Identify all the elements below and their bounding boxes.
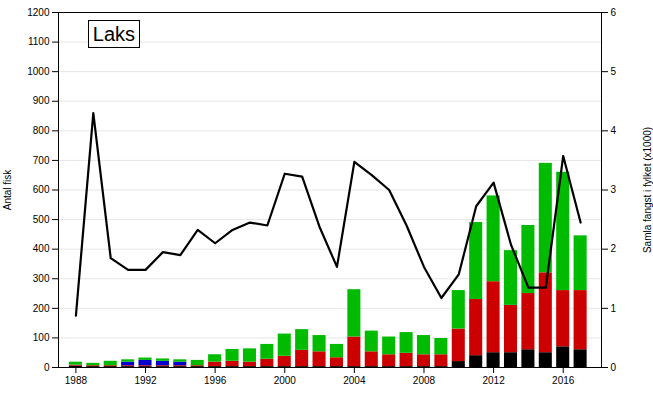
svg-text:200: 200 — [33, 303, 50, 314]
svg-text:500: 500 — [33, 214, 50, 225]
svg-text:Antal fisk: Antal fisk — [2, 169, 13, 211]
svg-text:2008: 2008 — [413, 375, 436, 386]
svg-text:0: 0 — [44, 362, 50, 373]
svg-text:1988: 1988 — [65, 375, 88, 386]
svg-text:700: 700 — [33, 155, 50, 166]
svg-text:4: 4 — [611, 125, 617, 136]
svg-text:1996: 1996 — [204, 375, 227, 386]
svg-text:Samla fangst i fylket (x1000): Samla fangst i fylket (x1000) — [642, 127, 653, 253]
svg-text:2016: 2016 — [552, 375, 575, 386]
svg-text:1200: 1200 — [27, 7, 50, 18]
svg-text:800: 800 — [33, 125, 50, 136]
html-text:Laks: Laks — [92, 23, 136, 45]
svg-text:1992: 1992 — [134, 375, 157, 386]
svg-text:400: 400 — [33, 243, 50, 254]
svg-text:6: 6 — [611, 7, 617, 18]
svg-text:2: 2 — [611, 243, 617, 254]
svg-text:1000: 1000 — [27, 66, 50, 77]
svg-text:5: 5 — [611, 66, 617, 77]
svg-text:100: 100 — [33, 332, 50, 343]
svg-text:900: 900 — [33, 95, 50, 106]
svg-text:1: 1 — [611, 303, 617, 314]
svg-text:300: 300 — [33, 273, 50, 284]
svg-text:2004: 2004 — [343, 375, 366, 386]
svg-text:1100: 1100 — [28, 36, 50, 47]
svg-text:0: 0 — [611, 362, 617, 373]
svg-text:2000: 2000 — [274, 375, 297, 386]
svg-text:3: 3 — [611, 184, 617, 195]
svg-text:600: 600 — [33, 184, 50, 195]
svg-text:2012: 2012 — [482, 375, 505, 386]
